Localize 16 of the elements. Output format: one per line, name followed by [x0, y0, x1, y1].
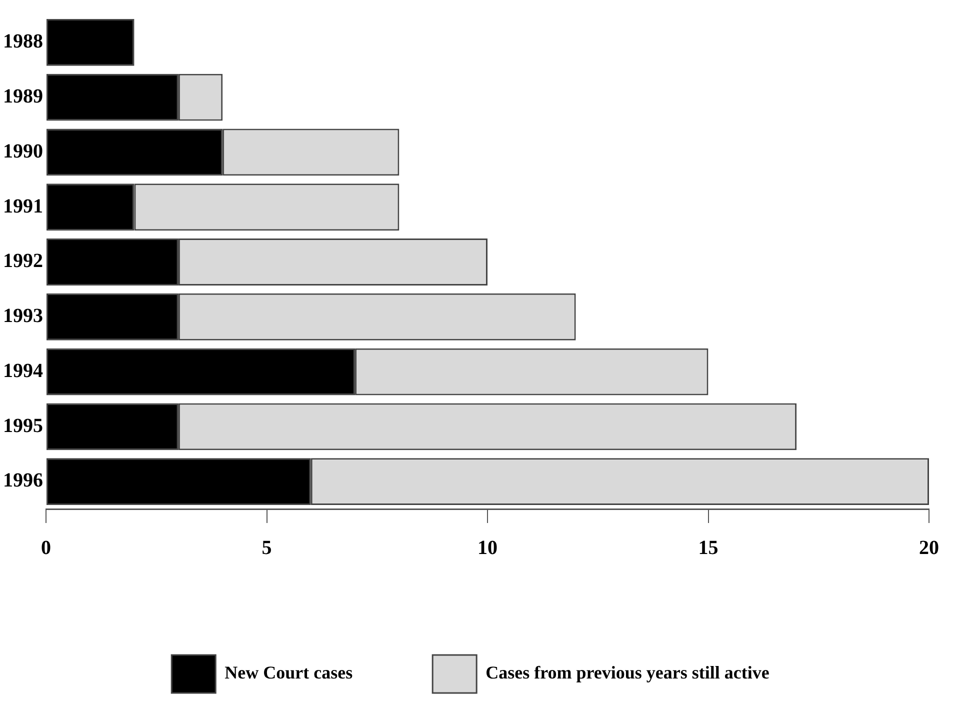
- x-tick-label: 20: [919, 537, 939, 560]
- y-tick-label: 1994: [3, 360, 43, 382]
- legend-label: Cases from previous years still active: [486, 662, 770, 683]
- y-tick-label: 1992: [3, 250, 43, 272]
- y-tick-label: 1991: [3, 195, 43, 218]
- x-tick-label: 15: [698, 537, 718, 560]
- y-tick-label: 1995: [3, 414, 43, 437]
- x-tick-label: 10: [478, 537, 498, 560]
- y-tick-label: 1996: [3, 470, 43, 492]
- x-tick-label: 0: [41, 537, 51, 560]
- y-tick-label: 1990: [3, 140, 43, 162]
- y-tick-label: 1993: [3, 305, 43, 328]
- y-tick-label: 1988: [3, 30, 43, 53]
- x-tick-label: 5: [262, 537, 272, 560]
- legend-label: New Court cases: [224, 662, 353, 683]
- y-tick-label: 1989: [3, 86, 43, 108]
